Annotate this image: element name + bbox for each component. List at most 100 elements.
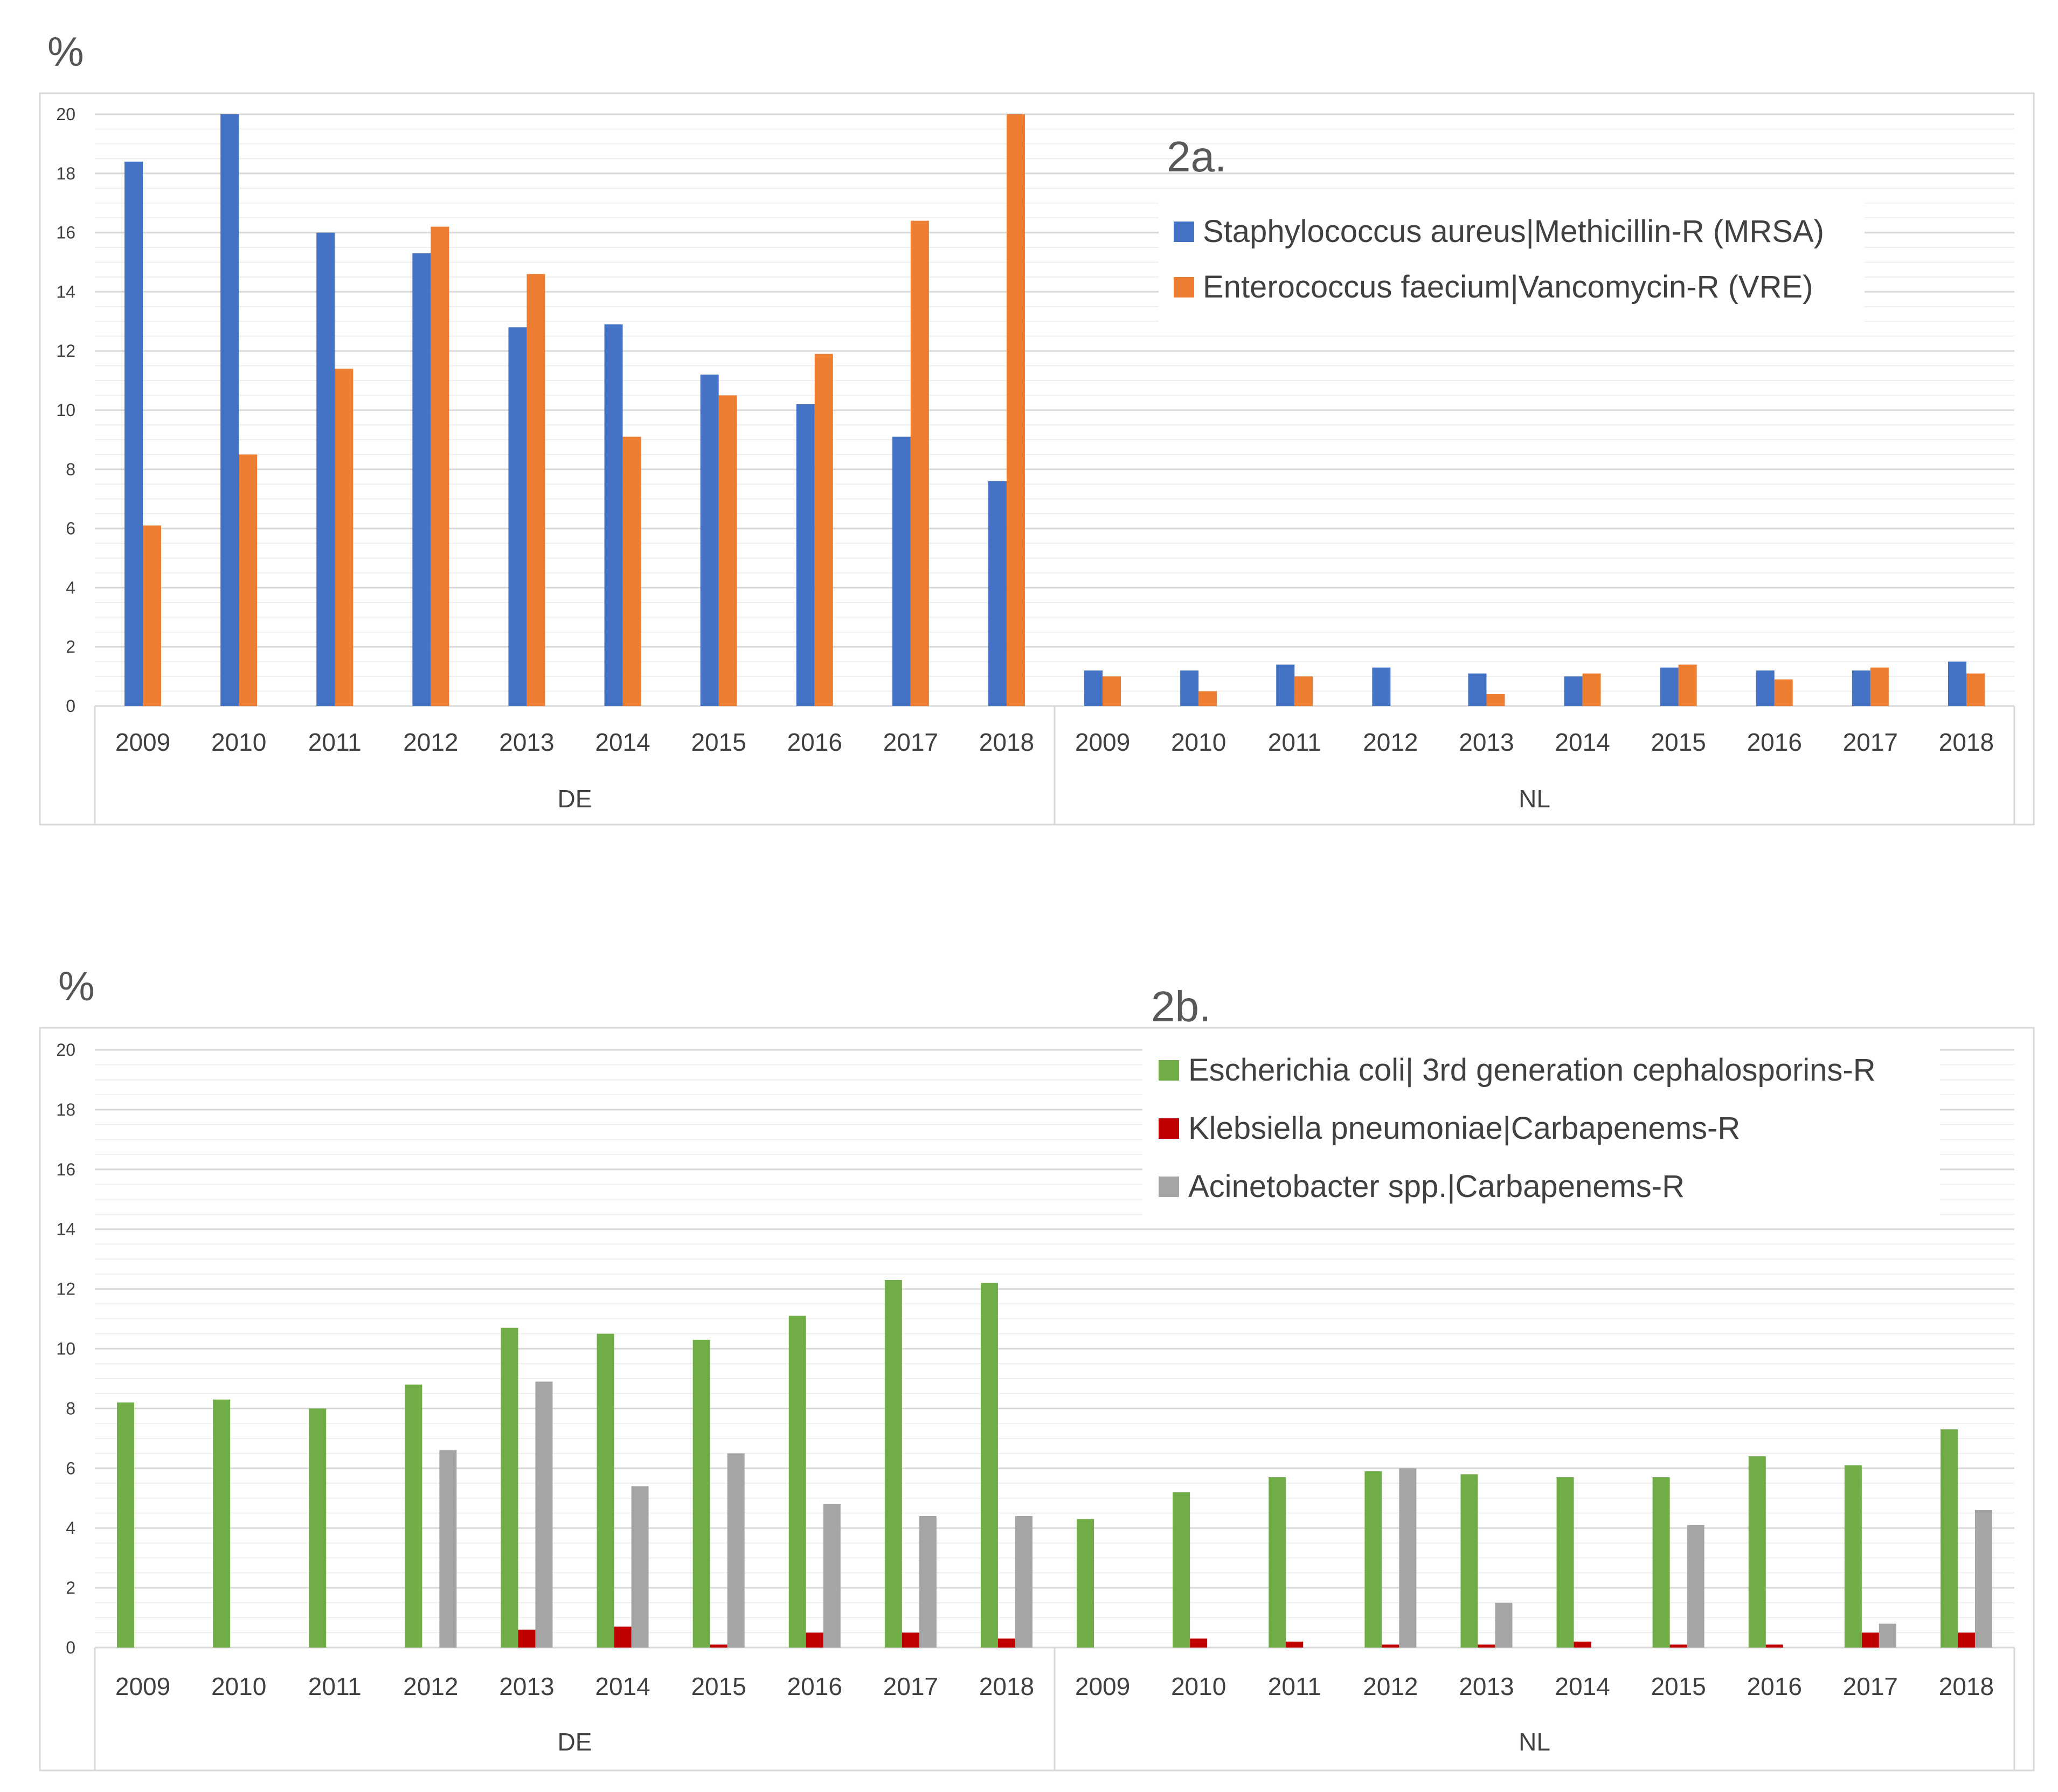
x-tick-label: 2013 bbox=[499, 1672, 554, 1700]
bar-NL-2018-s0 bbox=[1948, 661, 1966, 706]
y-tick-label: 2 bbox=[66, 1578, 75, 1597]
x-tick-label: 2017 bbox=[1843, 728, 1898, 756]
bar-DE-2015-s1 bbox=[718, 395, 737, 706]
bar-DE-2018-s1 bbox=[997, 1638, 1015, 1648]
y-tick-label: 14 bbox=[56, 1220, 75, 1239]
y-tick-label: 6 bbox=[66, 1458, 75, 1478]
bar-NL-2011-s1 bbox=[1294, 676, 1313, 706]
y-tick-label: 16 bbox=[56, 223, 75, 243]
legend-label-acinetobacter: Acinetobacter spp.|Carbapenems-R bbox=[1188, 1169, 1685, 1204]
y-tick-label: 6 bbox=[66, 519, 75, 538]
x-tick-label: 2013 bbox=[499, 728, 554, 756]
bar-DE-2011-s0 bbox=[309, 1408, 327, 1648]
chart-2a: % 0 2 4 6 8 10 12 14 16 18 20 2009 2010 2011 2012 2013… bbox=[39, 29, 2035, 826]
x-tick-label: 2009 bbox=[115, 1672, 170, 1700]
bar-DE-2015-s2 bbox=[727, 1453, 745, 1648]
bar-DE-2011-s1 bbox=[335, 369, 354, 706]
x-tick-label: 2009 bbox=[115, 728, 170, 756]
bar-NL-2014-s0 bbox=[1556, 1477, 1574, 1648]
bar-DE-2009-s0 bbox=[124, 161, 143, 707]
bar-NL-2012-s1 bbox=[1382, 1644, 1399, 1648]
x-tick-label: 2013 bbox=[1459, 728, 1514, 756]
chart-2b-legend: Escherichia coli| 3rd generation cephalo… bbox=[1142, 1037, 1940, 1218]
bar-NL-2017-s0 bbox=[1844, 1465, 1862, 1648]
chart-2a-legend: Staphylococcus aureus|Methicillin-R (MRS… bbox=[1159, 199, 1865, 322]
chart-2b-legend-bg bbox=[1142, 1037, 1940, 1218]
x-tick-label: 2015 bbox=[691, 728, 746, 756]
bar-DE-2014-s0 bbox=[597, 1333, 614, 1648]
x-tick-label: 2014 bbox=[1555, 1672, 1610, 1700]
bar-DE-2017-s1 bbox=[902, 1632, 919, 1648]
y-tick-label: 12 bbox=[56, 341, 75, 361]
y-tick-label: 4 bbox=[66, 1518, 75, 1538]
bar-NL-2010-s0 bbox=[1180, 670, 1199, 706]
bar-NL-2015-s1 bbox=[1669, 1644, 1687, 1648]
group-label-NL: NL bbox=[1519, 1728, 1550, 1756]
bar-NL-2010-s0 bbox=[1173, 1492, 1190, 1648]
chart-2a-unit: % bbox=[47, 29, 84, 75]
bar-DE-2012-s1 bbox=[431, 226, 449, 706]
y-tick-label: 0 bbox=[66, 1638, 75, 1657]
bar-DE-2015-s1 bbox=[710, 1644, 727, 1648]
x-tick-label: 2011 bbox=[1268, 1672, 1321, 1700]
bar-DE-2013-s1 bbox=[518, 1629, 536, 1648]
legend-swatch-mrsa bbox=[1174, 222, 1194, 242]
y-tick-label: 18 bbox=[56, 164, 75, 183]
bar-NL-2012-s0 bbox=[1364, 1471, 1382, 1648]
x-tick-label: 2017 bbox=[883, 728, 938, 756]
chart-2b-bars bbox=[117, 1279, 1992, 1648]
bar-DE-2017-s2 bbox=[919, 1516, 937, 1648]
y-tick-label: 10 bbox=[56, 400, 75, 420]
x-tick-label: 2010 bbox=[211, 728, 266, 756]
bar-DE-2016-s1 bbox=[806, 1632, 823, 1648]
bar-DE-2018-s1 bbox=[1006, 114, 1025, 706]
y-tick-label: 20 bbox=[56, 1040, 75, 1060]
bar-DE-2016-s2 bbox=[823, 1504, 841, 1648]
legend-label-mrsa: Staphylococcus aureus|Methicillin-R (MRS… bbox=[1203, 214, 1824, 249]
bar-NL-2010-s1 bbox=[1190, 1638, 1208, 1648]
bar-NL-2014-s1 bbox=[1582, 673, 1601, 706]
bar-DE-2013-s2 bbox=[535, 1381, 553, 1648]
bar-DE-2015-s0 bbox=[692, 1339, 710, 1648]
bar-NL-2009-s0 bbox=[1077, 1519, 1094, 1648]
x-tick-label: 2016 bbox=[1747, 1672, 1802, 1700]
chart-2b-unit: % bbox=[58, 964, 95, 1009]
x-tick-label: 2015 bbox=[691, 1672, 746, 1700]
bar-NL-2016-s0 bbox=[1756, 670, 1775, 706]
chart-2a-panel-label: 2a. bbox=[1167, 133, 1227, 181]
x-tick-label: 2016 bbox=[787, 1672, 842, 1700]
bar-DE-2018-s0 bbox=[980, 1283, 998, 1648]
bar-NL-2013-s1 bbox=[1478, 1644, 1495, 1648]
y-tick-label: 12 bbox=[56, 1279, 75, 1299]
bar-DE-2012-s0 bbox=[412, 253, 431, 706]
x-tick-label: 2009 bbox=[1075, 1672, 1130, 1700]
bar-NL-2015-s0 bbox=[1652, 1477, 1670, 1648]
bar-DE-2013-s0 bbox=[508, 327, 527, 706]
y-tick-label: 10 bbox=[56, 1339, 75, 1359]
x-tick-label: 2012 bbox=[1363, 728, 1418, 756]
x-tick-label: 2010 bbox=[211, 1672, 266, 1700]
y-tick-label: 20 bbox=[56, 105, 75, 124]
bar-NL-2016-s1 bbox=[1774, 679, 1793, 706]
x-tick-label: 2018 bbox=[979, 728, 1034, 756]
bar-DE-2018-s0 bbox=[988, 481, 1007, 706]
legend-swatch-acinetobacter bbox=[1159, 1177, 1179, 1197]
bar-NL-2011-s0 bbox=[1269, 1477, 1286, 1648]
legend-swatch-vre bbox=[1174, 277, 1194, 297]
legend-label-ecoli: Escherichia coli| 3rd generation cephalo… bbox=[1188, 1053, 1876, 1088]
x-tick-label: 2015 bbox=[1651, 728, 1706, 756]
x-tick-label: 2018 bbox=[1939, 1672, 1994, 1700]
y-tick-label: 4 bbox=[66, 578, 75, 597]
bar-DE-2010-s1 bbox=[239, 454, 258, 706]
bar-DE-2012-s2 bbox=[439, 1450, 457, 1648]
bar-DE-2014-s1 bbox=[622, 437, 641, 706]
x-tick-label: 2014 bbox=[1555, 728, 1610, 756]
bar-NL-2018-s0 bbox=[1940, 1429, 1958, 1648]
legend-swatch-ecoli bbox=[1159, 1060, 1179, 1081]
bar-NL-2015-s2 bbox=[1687, 1525, 1704, 1648]
y-tick-label: 8 bbox=[66, 460, 75, 479]
x-tick-label: 2018 bbox=[1939, 728, 1994, 756]
bar-NL-2013-s0 bbox=[1460, 1474, 1478, 1648]
y-tick-label: 18 bbox=[56, 1100, 75, 1119]
